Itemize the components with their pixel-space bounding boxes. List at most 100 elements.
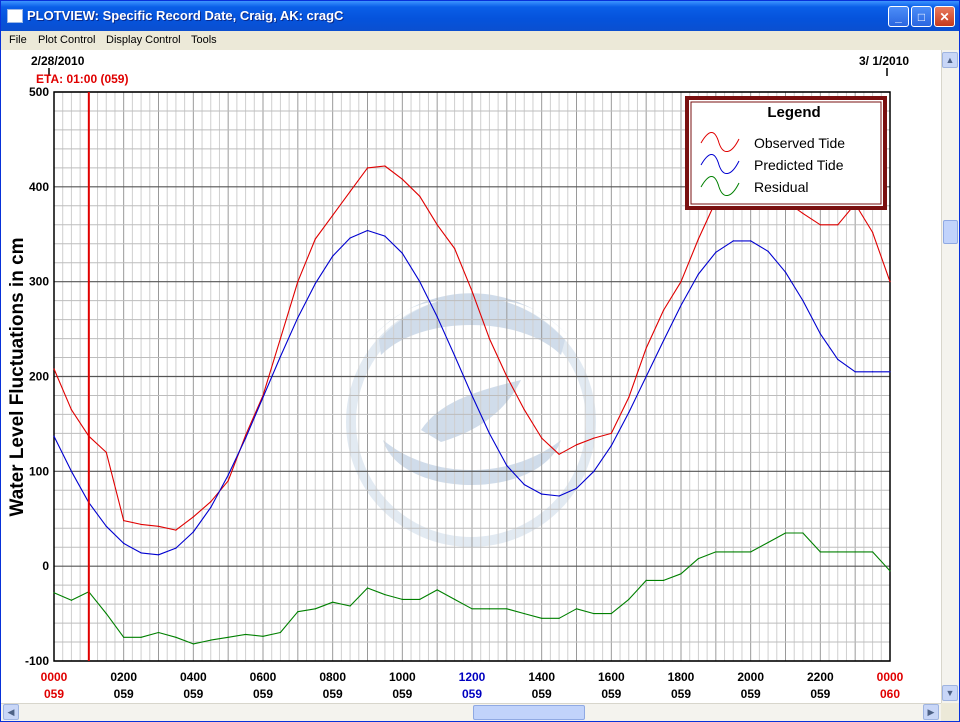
menu-tools[interactable]: Tools xyxy=(191,34,217,46)
data-point xyxy=(436,316,438,318)
data-point xyxy=(889,281,891,283)
legend-label-residual: Residual xyxy=(754,179,808,195)
data-point xyxy=(610,612,612,615)
data-point xyxy=(819,224,821,226)
legend-label-predicted: Predicted Tide xyxy=(754,157,844,173)
legend-symbol-residual xyxy=(700,176,740,196)
data-point xyxy=(332,214,334,216)
x-tick-time-label: 0000 xyxy=(41,670,68,684)
data-point xyxy=(593,612,595,615)
menu-plot-control[interactable]: Plot Control xyxy=(38,34,96,46)
x-tick-day-label: 059 xyxy=(532,687,552,701)
data-point xyxy=(593,470,595,472)
data-point xyxy=(227,474,229,476)
x-tick-day-label: 059 xyxy=(810,687,830,701)
x-axis: 0000 059 0200 059 0400 059 0600 059 0800 059 1000 0… xyxy=(41,670,904,701)
data-point xyxy=(471,290,473,292)
y-tick-label: 100 xyxy=(29,464,49,478)
data-point xyxy=(157,631,160,634)
x-tick-time-label: 0600 xyxy=(250,670,277,684)
data-point xyxy=(349,605,351,607)
data-point xyxy=(53,435,55,437)
data-point xyxy=(837,358,839,361)
y-axis: 500 400 300 200 100 0 -100 xyxy=(25,85,49,668)
x-tick-day-label: 059 xyxy=(253,687,273,701)
legend-title: Legend xyxy=(767,104,820,121)
plot-area: 500 400 300 200 100 0 -100 0000 059 0200 059 0400 0… xyxy=(1,50,941,703)
data-point xyxy=(645,375,647,378)
scroll-up-button[interactable]: ▲ xyxy=(942,52,958,68)
start-date-label: 2/28/2010 xyxy=(31,54,85,68)
data-point xyxy=(384,235,386,237)
y-tick-label: 400 xyxy=(29,180,49,194)
data-point xyxy=(384,165,386,167)
data-point xyxy=(889,570,891,572)
x-tick-time-label: 2200 xyxy=(807,670,834,684)
data-point xyxy=(436,224,438,226)
menu-display-control[interactable]: Display Control xyxy=(106,34,181,46)
x-tick-time-label: 1800 xyxy=(668,670,695,684)
data-point xyxy=(105,525,107,527)
data-point xyxy=(70,409,73,411)
data-point xyxy=(575,487,578,490)
minimize-button[interactable]: _ xyxy=(888,6,909,27)
data-point xyxy=(662,579,665,581)
data-point xyxy=(871,371,874,373)
size-grip[interactable] xyxy=(941,703,958,720)
data-point xyxy=(123,520,125,522)
data-point xyxy=(279,631,282,634)
data-point xyxy=(453,247,456,250)
y-axis-label: Water Level Fluctuations in cm xyxy=(7,237,28,516)
data-point xyxy=(419,281,421,283)
data-point xyxy=(297,611,299,613)
legend-symbol-observed xyxy=(700,132,740,152)
data-point xyxy=(314,282,316,285)
data-point xyxy=(732,551,734,553)
data-point xyxy=(192,531,194,533)
vertical-scroll-thumb[interactable] xyxy=(943,220,958,244)
x-tick-day-label: 059 xyxy=(741,687,761,701)
legend-symbol-predicted xyxy=(700,154,740,174)
data-point xyxy=(105,612,107,615)
data-point xyxy=(227,636,229,638)
data-point xyxy=(366,587,369,589)
data-point xyxy=(123,542,125,545)
scroll-down-button[interactable]: ▼ xyxy=(942,685,958,701)
app-icon xyxy=(7,9,23,23)
x-tick-time-label: 0200 xyxy=(110,670,137,684)
data-point xyxy=(244,437,247,439)
menu-bar: File Plot Control Display Control Tools xyxy=(1,31,959,50)
title-bar[interactable]: PLOTVIEW: Specific Record Date, Craig, A… xyxy=(1,1,959,31)
data-point xyxy=(210,639,212,641)
x-tick-day-label: 059 xyxy=(392,687,412,701)
data-point xyxy=(628,598,630,600)
data-point xyxy=(297,281,299,283)
vertical-scrollbar[interactable]: ▲ ▼ xyxy=(941,50,959,703)
data-point xyxy=(523,484,525,486)
legend[interactable]: Legend Observed Tide Predicted Tide Resi… xyxy=(685,96,887,210)
data-point xyxy=(732,240,734,242)
x-tick-time-label: 1600 xyxy=(598,670,625,684)
close-button[interactable]: ✕ xyxy=(934,6,955,27)
horizontal-scrollbar[interactable]: ◀ ▶ xyxy=(1,703,941,721)
data-point xyxy=(819,333,821,335)
data-point xyxy=(53,368,55,370)
scroll-left-button[interactable]: ◀ xyxy=(3,704,19,720)
data-point xyxy=(680,573,682,575)
x-tick-time-label: 1400 xyxy=(528,670,555,684)
data-point xyxy=(384,594,386,596)
data-point xyxy=(871,231,874,233)
data-point xyxy=(680,281,682,283)
data-point xyxy=(871,551,874,553)
data-point xyxy=(70,470,73,472)
scroll-right-button[interactable]: ▶ xyxy=(923,704,939,720)
data-point xyxy=(767,250,769,252)
data-point xyxy=(645,579,647,581)
data-point xyxy=(645,347,647,349)
menu-file[interactable]: File xyxy=(9,34,27,46)
maximize-button[interactable]: □ xyxy=(911,6,932,27)
y-tick-label: 500 xyxy=(29,85,49,99)
horizontal-scroll-thumb[interactable] xyxy=(473,705,585,720)
